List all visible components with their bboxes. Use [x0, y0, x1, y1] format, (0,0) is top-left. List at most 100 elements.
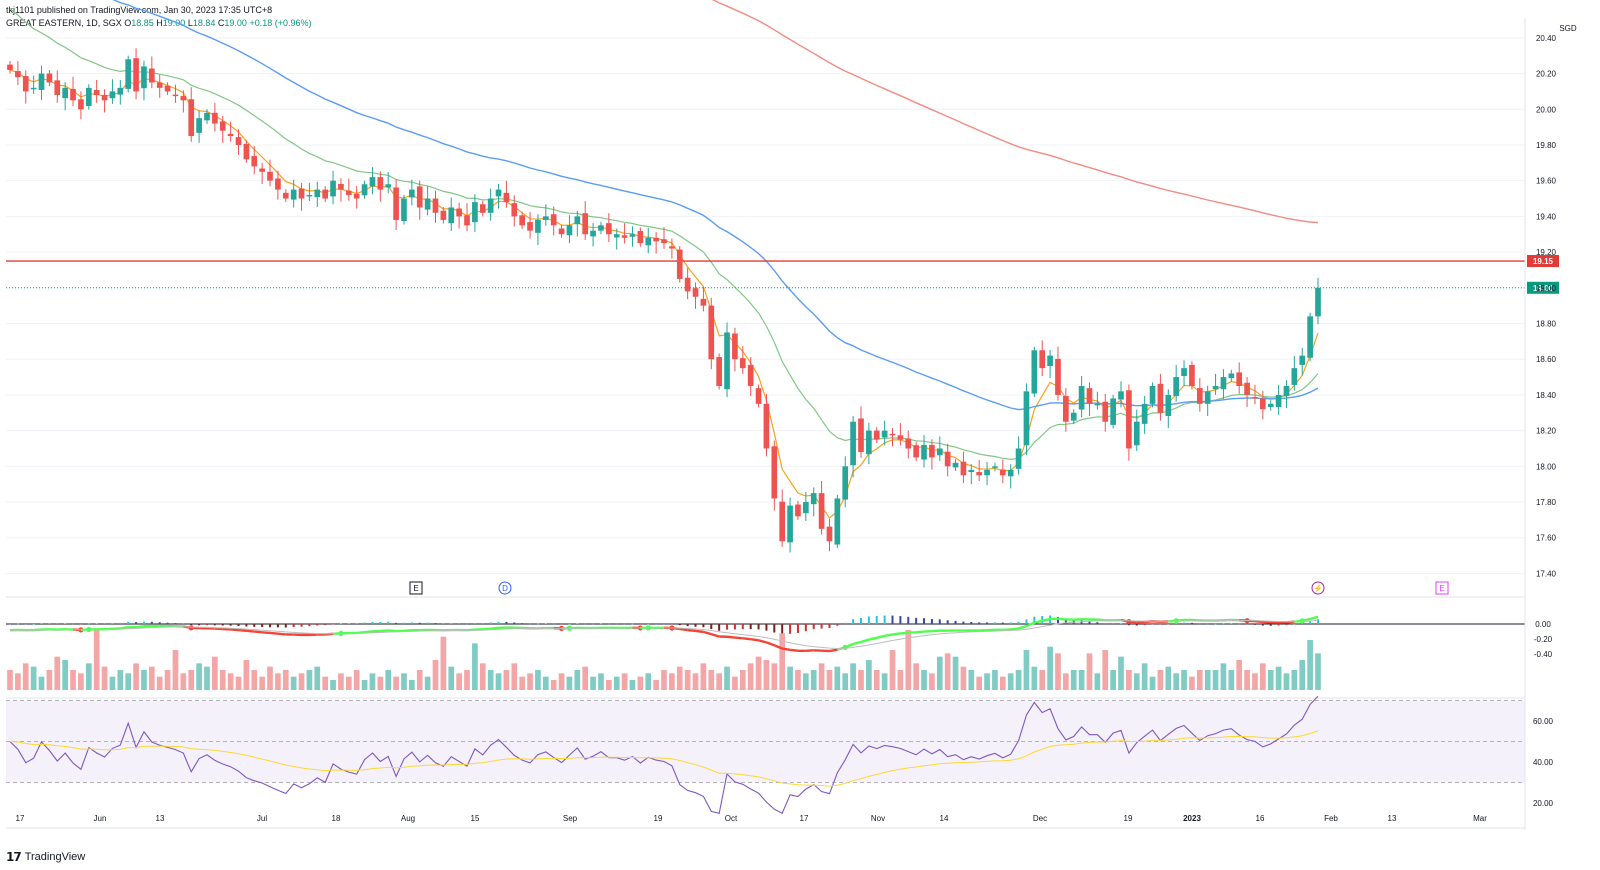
candle-body	[306, 194, 313, 197]
macd-histogram-bar	[899, 616, 902, 624]
candle-body	[1007, 469, 1014, 477]
candles	[7, 48, 1321, 553]
volume-bar	[921, 670, 927, 690]
volume-bar	[298, 673, 305, 690]
candle-body	[692, 288, 699, 297]
volume-bar	[1047, 646, 1053, 690]
macd-histogram-bar	[1056, 616, 1059, 624]
candle-body	[1236, 372, 1243, 386]
macd-histogram-bar	[623, 623, 626, 625]
candle-body	[1039, 350, 1046, 369]
macd-histogram-bar	[284, 624, 287, 628]
macd-histogram-bar	[347, 623, 350, 624]
macd-histogram-bar	[1253, 624, 1256, 625]
candle-body	[1094, 403, 1101, 406]
volume-bar	[393, 676, 399, 690]
candle-body	[117, 87, 124, 95]
macd-histogram-bar	[79, 624, 82, 625]
macd-histogram-bar	[560, 624, 563, 625]
candle-body	[645, 237, 652, 246]
time-tick-label: 13	[156, 814, 165, 823]
time-tick-label: Feb	[1324, 814, 1338, 823]
volume-bar	[1007, 673, 1014, 690]
macd-line-segment	[829, 648, 838, 653]
close-value: 19.00	[224, 18, 247, 28]
low-label: L	[187, 18, 193, 28]
rsi-ma-line	[9, 730, 1319, 787]
candle-body	[873, 430, 880, 440]
time-tick-label: 16	[1256, 814, 1265, 823]
macd-histogram-bar	[253, 624, 256, 627]
rsi-pane	[9, 695, 1319, 815]
time-tick-label: 13	[1388, 814, 1397, 823]
volume-bar	[669, 673, 675, 690]
macd-histogram-bar	[820, 624, 823, 629]
candle-body	[976, 472, 983, 476]
volume-bar	[708, 670, 715, 690]
volume-bar	[905, 630, 912, 690]
volume-bar	[944, 653, 951, 690]
candle-body	[1157, 383, 1164, 413]
price-tick-label: 18.20	[1536, 427, 1557, 436]
volume-bar	[763, 660, 770, 690]
volume-bar	[15, 673, 21, 690]
macd-histogram-bar	[804, 624, 807, 632]
candle-body	[432, 198, 439, 213]
tradingview-logo[interactable]: 𝟭𝟳 TradingView	[6, 850, 85, 864]
macd-histogram-bar	[694, 624, 697, 627]
candle-body	[487, 198, 494, 213]
candle-body	[353, 193, 360, 199]
macd-histogram-bar	[670, 624, 673, 625]
time-tick-label: Jun	[94, 814, 107, 823]
candle-body	[1220, 377, 1227, 390]
volume-bar	[606, 680, 612, 690]
macd-line-segment	[789, 648, 799, 652]
volume-bar	[275, 673, 281, 690]
open-value: 18.85	[131, 18, 154, 28]
macd-pane	[6, 615, 1525, 690]
volume-bar	[692, 673, 699, 690]
volume-bar	[984, 673, 990, 690]
macd-histogram-bar	[844, 622, 847, 624]
candle-body	[85, 87, 92, 107]
candle-body	[416, 186, 423, 208]
candle-body	[401, 198, 407, 222]
candle-body	[550, 214, 557, 226]
macd-histogram-bar	[1001, 622, 1004, 624]
macd-histogram-bar	[757, 624, 760, 630]
macd-histogram-bar	[150, 621, 153, 624]
macd-histogram-bar	[95, 623, 98, 625]
high-label: H	[156, 18, 163, 28]
macd-line-segment	[710, 632, 720, 638]
macd-line-segment	[1073, 618, 1082, 621]
volume-bar	[645, 673, 652, 690]
volume-bar	[881, 673, 888, 690]
macd-histogram-bar	[1135, 624, 1138, 626]
candle-body	[842, 466, 849, 500]
macd-histogram-bar	[308, 624, 311, 627]
time-tick-label: Mar	[1473, 814, 1487, 823]
macd-line-segment	[238, 628, 247, 633]
macd-histogram-bar	[726, 624, 729, 630]
macd-line-segment	[860, 638, 870, 644]
candle-body	[1118, 391, 1124, 400]
volume-bar	[479, 663, 486, 690]
volume-bar	[148, 666, 155, 690]
volume-bar	[653, 680, 659, 690]
volume-bar	[196, 663, 202, 690]
macd-line-segment	[726, 635, 736, 639]
candle-body	[1015, 448, 1022, 469]
macd-histogram-bar	[883, 615, 886, 624]
candle-body	[913, 445, 919, 458]
time-tick-label: Jul	[257, 814, 267, 823]
volume-bar	[85, 663, 92, 690]
volume-bar	[747, 663, 754, 690]
volume-bar	[243, 660, 250, 690]
macd-histogram-bar	[269, 624, 272, 628]
volume-bar	[314, 666, 321, 690]
candle-body	[952, 462, 959, 468]
candle-body	[54, 80, 61, 95]
macd-histogram-bar	[1222, 623, 1225, 625]
macd-histogram-bar	[946, 620, 949, 624]
